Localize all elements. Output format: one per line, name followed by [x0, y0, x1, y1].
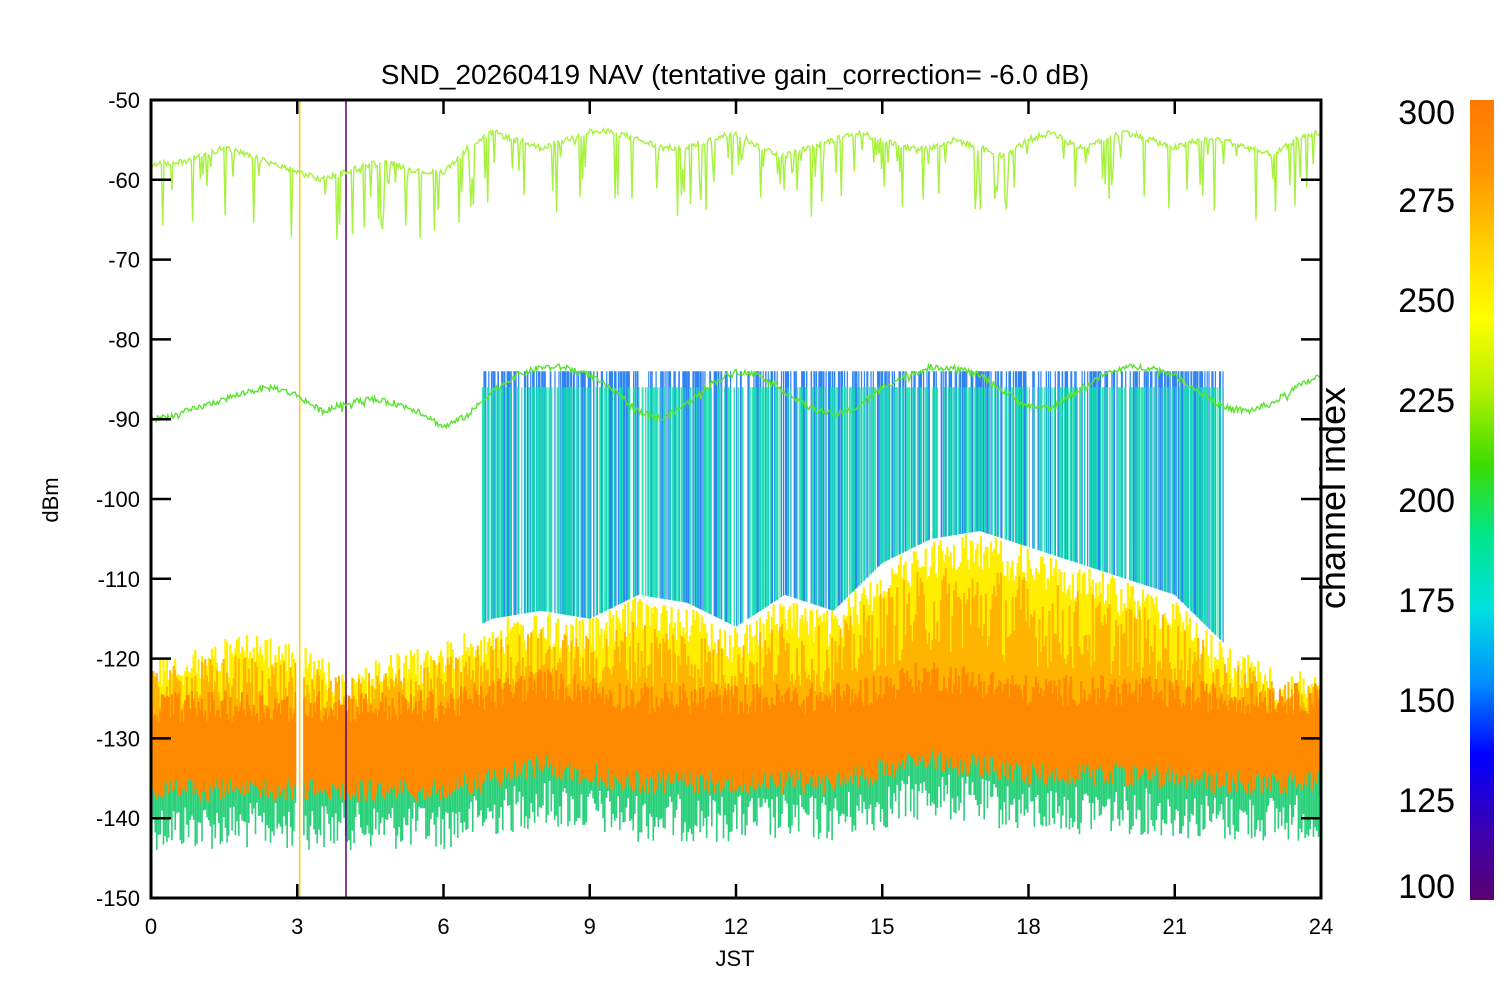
y-tick-label: -120 [96, 647, 140, 672]
y-tick-label: -50 [108, 88, 140, 113]
y-tick-label: -100 [96, 487, 140, 512]
colorbar-ticks: 300 275 250 225 200 175 150 125 100 [1398, 94, 1455, 906]
y-axis: -50 -60 -70 -80 -90 -100 -110 -120 -130 -140 -150 [96, 88, 1321, 911]
colorbar-tick-label: 225 [1398, 382, 1455, 420]
x-tick-label: 15 [870, 914, 894, 939]
y-tick-label: -70 [108, 248, 140, 273]
colorbar-tick-label: 150 [1398, 682, 1455, 720]
y-tick-label: -60 [108, 168, 140, 193]
x-axis: 0 3 6 9 12 15 18 21 24 [145, 100, 1333, 939]
data-layer [151, 100, 1321, 898]
x-tick-label: 3 [291, 914, 303, 939]
colorbar-tick-label: 300 [1398, 94, 1455, 132]
y-tick-label: -130 [96, 726, 140, 751]
active-spikes-teal [482, 387, 1224, 643]
x-tick-label: 6 [437, 914, 449, 939]
y-tick-label: -140 [96, 806, 140, 831]
colorbar-tick-label: 200 [1398, 482, 1455, 520]
colorbar-tick-label: 250 [1398, 282, 1455, 320]
colorbar-label: channel index [1312, 387, 1353, 609]
series-middle-trace [151, 362, 1321, 430]
chart-title: SND_20260419 NAV (tentative gain_correct… [381, 59, 1089, 90]
colorbar-tick-label: 125 [1398, 782, 1455, 820]
colorbar-tick-label: 175 [1398, 582, 1455, 620]
y-axis-label: dBm [38, 477, 63, 522]
colorbar [1470, 100, 1494, 900]
x-axis-label: JST [715, 946, 754, 971]
x-tick-label: 24 [1309, 914, 1333, 939]
x-tick-label: 9 [584, 914, 596, 939]
y-tick-label: -110 [98, 567, 140, 592]
x-tick-label: 18 [1016, 914, 1040, 939]
series-upper-trace [151, 127, 1321, 240]
x-tick-label: 0 [145, 914, 157, 939]
colorbar-tick-label: 100 [1398, 868, 1455, 906]
y-tick-label: -90 [108, 407, 140, 432]
colorbar-tick-label: 275 [1398, 182, 1455, 220]
x-tick-label: 21 [1163, 914, 1187, 939]
y-tick-label: -80 [108, 327, 140, 352]
y-tick-label: -150 [96, 886, 140, 911]
x-tick-label: 12 [724, 914, 748, 939]
